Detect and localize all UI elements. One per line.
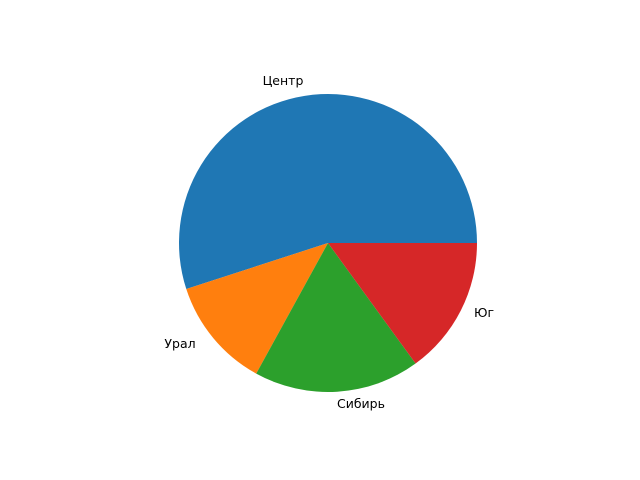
pie-slice-3[interactable]	[328, 243, 477, 364]
pie-slice-label-2: Сибирь	[337, 396, 385, 412]
pie-slice-label-1: Урал	[164, 336, 196, 352]
pie-slice-label-0: Центр	[262, 73, 304, 89]
pie-slice-0[interactable]	[178, 94, 477, 290]
pie-wedge-group	[178, 94, 477, 392]
pie-slice-1[interactable]	[186, 243, 328, 374]
pie-slice-label-3: Юг	[473, 305, 495, 321]
pie-slice-2[interactable]	[256, 243, 416, 392]
